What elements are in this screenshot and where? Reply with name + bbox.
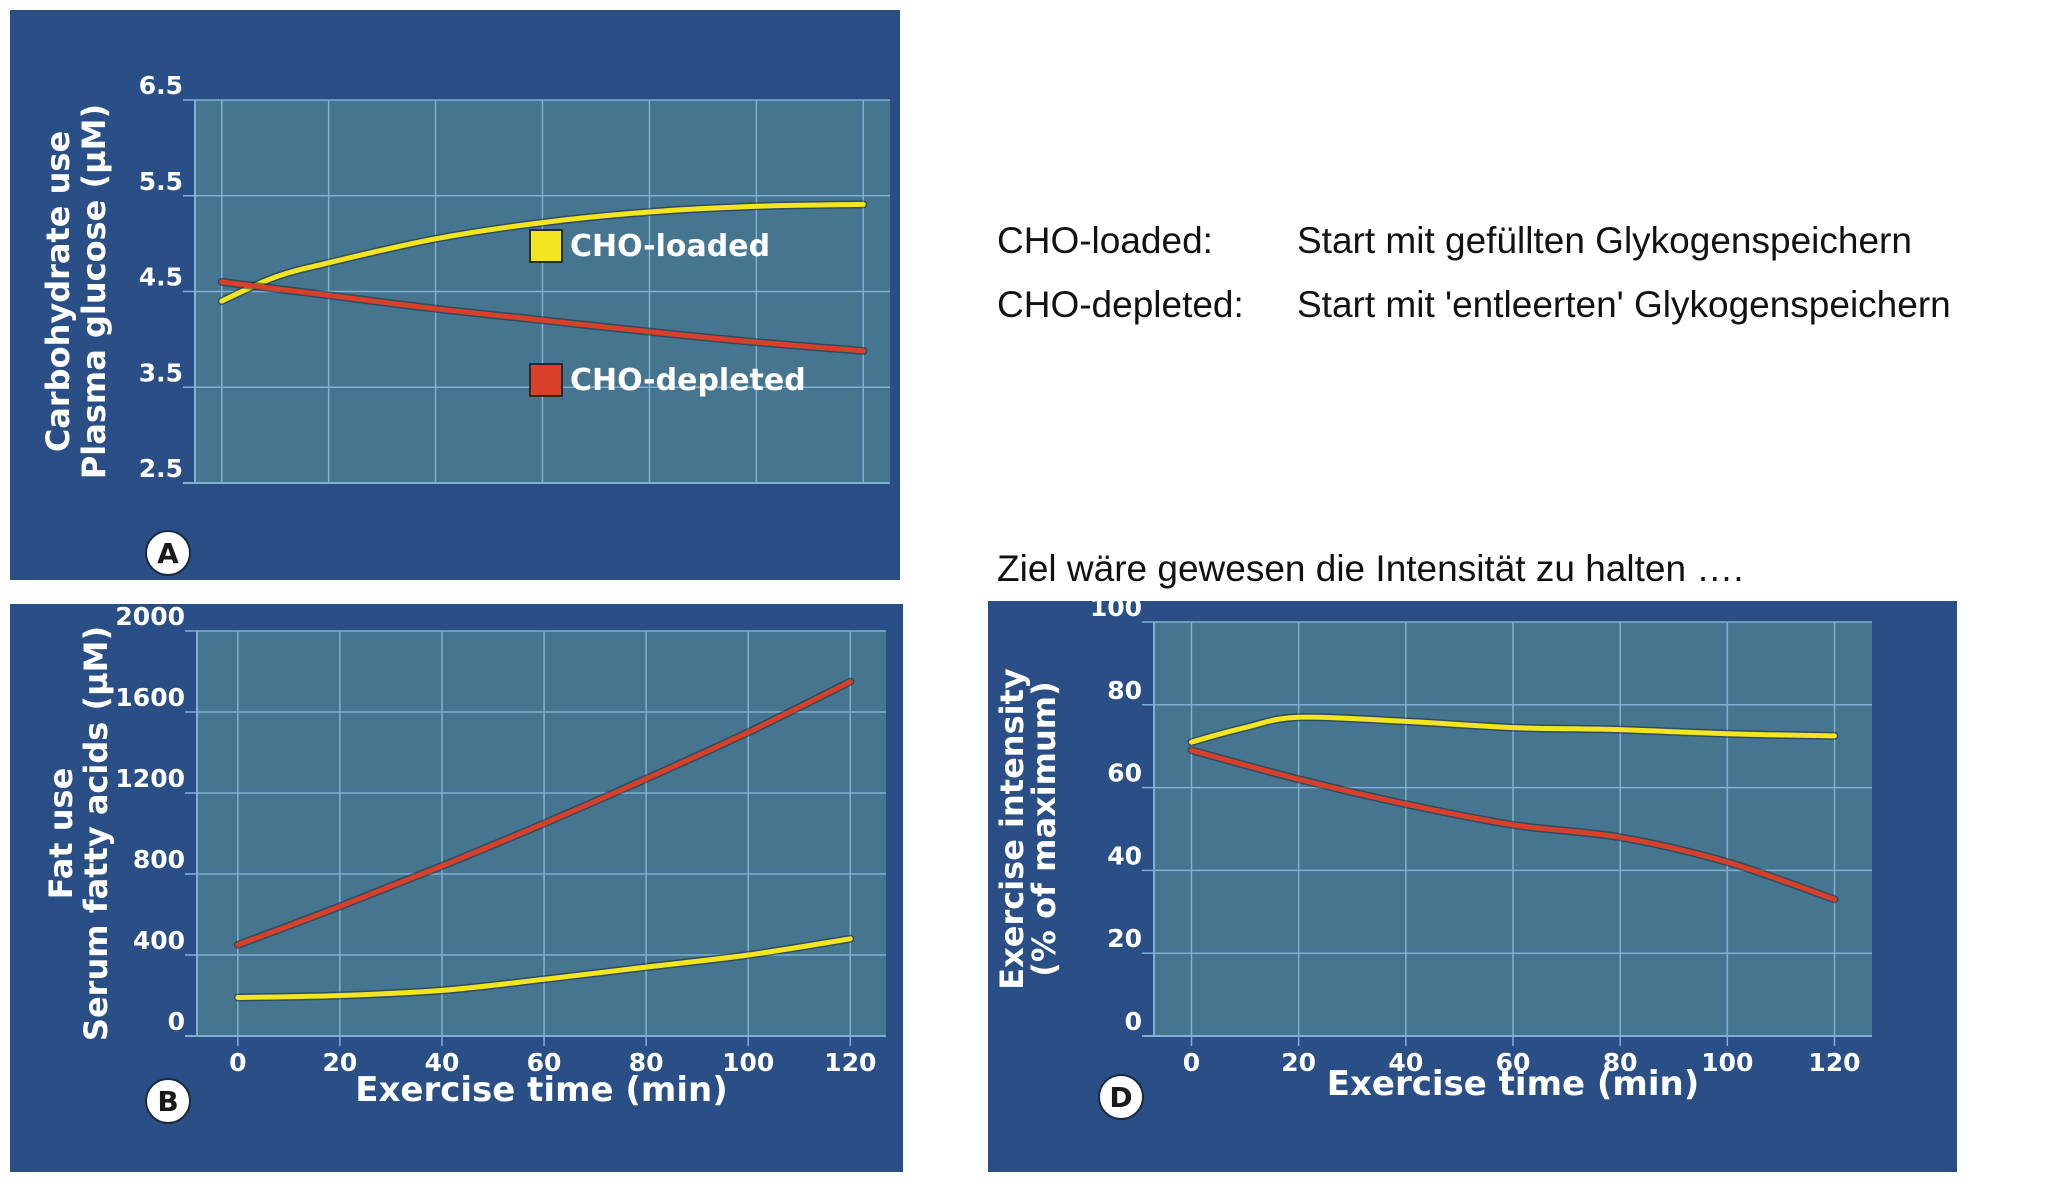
y-tick-label: 0 (1125, 1007, 1142, 1036)
x-tick-label: 60 (1496, 1048, 1531, 1077)
chart-panel-d: 100 80 60 40 20 0 0 20 40 60 80 100 120 Exercise inte… (988, 601, 1957, 1172)
legend-swatch-cho-loaded (529, 229, 563, 263)
note-cho-loaded: CHO-loaded: Start mit gefüllten Glykogens… (997, 220, 1912, 262)
fatty-acids-chart-svg: 2000 1600 1200 800 400 0 0 20 40 60 80 100 120 Fat us… (42, 604, 886, 1124)
legend-label-cho-loaded: CHO-loaded (570, 229, 770, 264)
note-goal: Ziel wäre gewesen die Intensität zu halt… (997, 548, 1744, 589)
x-tick-label: 100 (1701, 1048, 1753, 1077)
x-tick-label: 0 (1183, 1048, 1200, 1077)
series-line-cho-depleted (219, 279, 866, 354)
panel-badge-label-a: A (157, 537, 179, 570)
y-tick-label: 5.5 (139, 167, 183, 196)
y-tick-label: 1600 (115, 683, 185, 712)
x-tick-label: 100 (722, 1048, 774, 1077)
note-cho-depleted-key: CHO-depleted: (997, 284, 1244, 325)
panel-badge-b (145, 1078, 191, 1124)
x-tick-label: 40 (1388, 1048, 1423, 1077)
x-tick-label: 120 (824, 1048, 876, 1077)
exercise-intensity-chart-svg: 100 80 60 40 20 0 0 20 40 60 80 100 120 Exercise inte… (993, 601, 1872, 1120)
legend-label-cho-depleted: CHO-depleted (570, 363, 806, 398)
y-tick-label: 0 (168, 1007, 185, 1036)
panel-badge-label-d: D (1109, 1081, 1132, 1114)
glucose-chart-svg: 6.5 5.5 4.5 3.5 2.5 CHO-loaded CHO-depleted Car… (39, 71, 890, 576)
y-tick-label: 20 (1107, 924, 1142, 953)
y-tick-label: 100 (1090, 601, 1142, 622)
x-tick-label: 80 (1603, 1048, 1638, 1077)
y-axis-label-line-2: (% of maximum) (1025, 681, 1063, 977)
y-tick-label: 4.5 (139, 263, 183, 292)
x-tick-label: 120 (1808, 1048, 1860, 1077)
note-cho-depleted-text: Start mit 'entleerten' Glykogenspeichern (1297, 284, 1951, 325)
series-line-cho-depleted (1189, 747, 1837, 902)
y-tick-label: 40 (1107, 841, 1142, 870)
y-tick-label: 6.5 (139, 71, 183, 100)
y-tick-label: 2000 (115, 604, 185, 631)
x-tick-label: 20 (323, 1048, 358, 1077)
y-tick-label: 1200 (115, 764, 185, 793)
x-tick-label: 40 (425, 1048, 460, 1077)
y-axis-label-line-1: Fat use (42, 768, 80, 900)
panel-badge-d (1098, 1074, 1144, 1120)
chart-panel-b: 2000 1600 1200 800 400 0 0 20 40 60 80 100 120 Fat us… (10, 604, 903, 1172)
note-cho-depleted: CHO-depleted: Start mit 'entleerten' Glyk… (997, 284, 1951, 326)
plot-area-b (197, 631, 886, 1036)
x-axis-label: Exercise time (min) (355, 1070, 728, 1110)
y-tick-label: 60 (1107, 759, 1142, 788)
y-tick-label: 3.5 (139, 358, 183, 387)
y-tick-label: 800 (133, 845, 185, 874)
y-axis-label-line-2: Plasma glucose (µM) (75, 104, 113, 479)
note-cho-loaded-key: CHO-loaded: (997, 220, 1213, 261)
note-cho-loaded-text: Start mit gefüllten Glykogenspeichern (1297, 220, 1912, 261)
x-axis-label: Exercise time (min) (1327, 1064, 1700, 1104)
x-tick-label: 60 (527, 1048, 562, 1077)
x-tick-label: 20 (1281, 1048, 1316, 1077)
x-tick-label: 80 (629, 1048, 664, 1077)
series-line-cho-depleted (235, 679, 853, 948)
x-tick-label: 0 (229, 1048, 246, 1077)
series-line-cho-loaded (235, 936, 853, 1000)
panel-badge-label-b: B (157, 1085, 178, 1118)
y-axis-label-line-1: Exercise intensity (993, 668, 1031, 990)
y-tick-label: 2.5 (139, 454, 183, 483)
panel-badge-a (145, 530, 191, 576)
y-axis-label-line-2: Serum fatty acids (µM) (77, 626, 115, 1041)
chart-panel-a: 6.5 5.5 4.5 3.5 2.5 CHO-loaded CHO-depleted Car… (10, 10, 900, 580)
series-line-cho-loaded (1189, 714, 1837, 745)
series-line-cho-loaded (219, 201, 866, 304)
y-axis-label-line-1: Carbohydrate use (39, 131, 77, 452)
y-tick-label: 80 (1107, 676, 1142, 705)
y-tick-label: 400 (133, 926, 185, 955)
legend-swatch-cho-depleted (529, 363, 563, 397)
